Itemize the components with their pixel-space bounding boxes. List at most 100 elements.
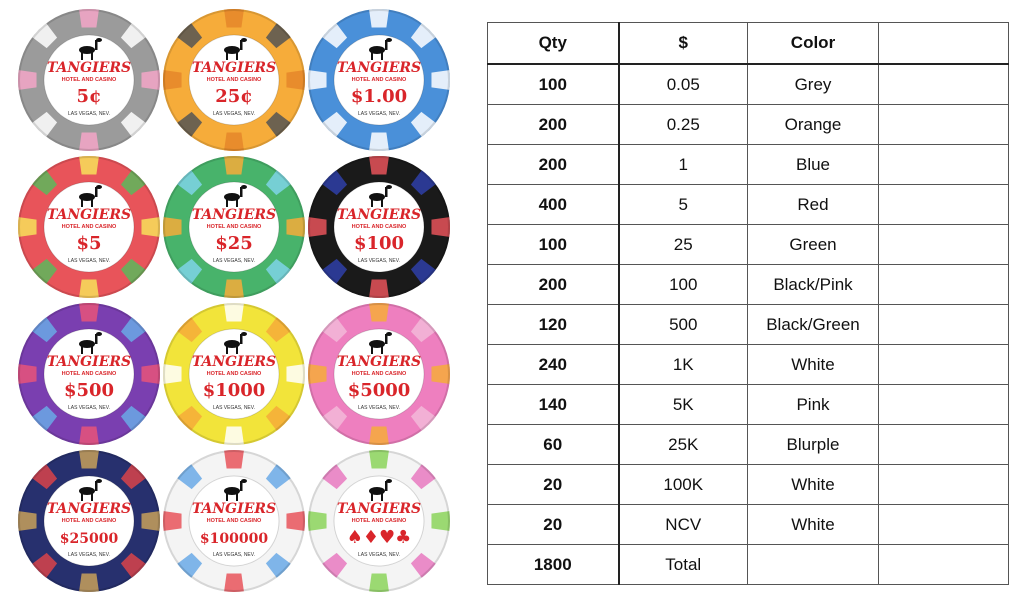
table-header-row: Qty $ Color xyxy=(487,22,1009,65)
cell-blank xyxy=(878,224,1009,265)
table-body: 100 0.05 Grey 200 0.25 Orange 200 1 Blue 400 5 Red 1… xyxy=(487,63,1009,585)
table-row: 100 0.05 Grey xyxy=(487,63,1009,105)
table-row: 1800 Total xyxy=(487,544,1009,585)
chip-brand: TANGIERS xyxy=(192,354,276,370)
chip-table-container: Qty $ Color 100 0.05 Grey 200 0.25 Orange 200 1… xyxy=(487,22,1009,585)
cell-color: Black/Green xyxy=(747,304,879,345)
cell-value: 500 xyxy=(618,304,748,345)
chip-tagline: HOTEL AND CASINO xyxy=(207,371,262,377)
chip-tagline: HOTEL AND CASINO xyxy=(62,518,117,524)
cell-color: White xyxy=(747,344,879,385)
chip-brand: TANGIERS xyxy=(47,207,131,223)
cell-color: Green xyxy=(747,224,879,265)
header-color: Color xyxy=(747,22,879,65)
cell-qty: 200 xyxy=(487,104,620,145)
chip-location: LAS VEGAS, NEV. xyxy=(358,405,400,411)
chip-location: LAS VEGAS, NEV. xyxy=(358,258,400,264)
chip-location: LAS VEGAS, NEV. xyxy=(213,111,255,117)
cell-qty: 100 xyxy=(487,63,620,105)
table-row: 200 100 Black/Pink xyxy=(487,264,1009,305)
cell-blank xyxy=(878,264,1009,305)
cell-color: White xyxy=(747,504,879,545)
cell-qty: 120 xyxy=(487,304,620,345)
table-row: 60 25K Blurple xyxy=(487,424,1009,465)
cell-blank xyxy=(878,384,1009,425)
cell-qty: 20 xyxy=(487,464,620,505)
chip-location: LAS VEGAS, NEV. xyxy=(68,405,110,411)
chip-tagline: HOTEL AND CASINO xyxy=(207,224,262,230)
cell-value: 1K xyxy=(618,344,748,385)
chip-denomination: $100000 xyxy=(200,531,268,547)
cell-qty: 100 xyxy=(487,224,620,265)
chip-brand: TANGIERS xyxy=(192,60,276,76)
header-blank xyxy=(878,22,1009,65)
cell-color: Pink xyxy=(747,384,879,425)
chip-tagline: HOTEL AND CASINO xyxy=(352,518,407,524)
table-row: 140 5K Pink xyxy=(487,384,1009,425)
cell-value: 5K xyxy=(618,384,748,425)
chip-grid: TANGIERS HOTEL AND CASINO 5¢ LAS VEGAS, NEV… xyxy=(14,8,464,592)
cell-value: NCV xyxy=(618,504,748,545)
cell-blank xyxy=(878,504,1009,545)
cell-qty: 400 xyxy=(487,184,620,225)
chip-tagline: HOTEL AND CASINO xyxy=(352,224,407,230)
cell-blank xyxy=(878,104,1009,145)
chip-denomination: 25¢ xyxy=(215,86,253,107)
chip-denomination: $100 xyxy=(354,233,404,254)
chip-brand: TANGIERS xyxy=(47,60,131,76)
table-row: 100 25 Green xyxy=(487,224,1009,265)
chip-denomination: $5 xyxy=(76,233,101,254)
cell-qty: 60 xyxy=(487,424,620,465)
chip-tagline: HOTEL AND CASINO xyxy=(62,77,117,83)
chip-location: LAS VEGAS, NEV. xyxy=(68,258,110,264)
camel-icon xyxy=(224,38,247,60)
chip-brand: TANGIERS xyxy=(192,501,276,517)
cell-value: 25 xyxy=(618,224,748,265)
chip-denomination: $5000 xyxy=(348,380,411,401)
chip-brand: TANGIERS xyxy=(337,60,421,76)
camel-icon xyxy=(224,185,247,207)
chip-denomination: $500 xyxy=(64,380,114,401)
camel-icon xyxy=(79,332,102,354)
cell-value: 5 xyxy=(618,184,748,225)
chip-brand: TANGIERS xyxy=(337,207,421,223)
cell-blank xyxy=(878,544,1009,585)
chip-denomination: $25000 xyxy=(60,531,119,547)
table-row: 200 0.25 Orange xyxy=(487,104,1009,145)
cell-qty: 140 xyxy=(487,384,620,425)
cell-color: Blurple xyxy=(747,424,879,465)
camel-icon xyxy=(224,332,247,354)
cell-qty: 200 xyxy=(487,264,620,305)
table-row: 20 NCV White xyxy=(487,504,1009,545)
cell-color: Black/Pink xyxy=(747,264,879,305)
table-row: 240 1K White xyxy=(487,344,1009,385)
cell-qty: 200 xyxy=(487,144,620,185)
chip-denomination: $1.00 xyxy=(351,86,407,107)
cell-blank xyxy=(878,464,1009,505)
chip-table: Qty $ Color 100 0.05 Grey 200 0.25 Orange 200 1… xyxy=(487,22,1009,585)
cell-value: 1 xyxy=(618,144,748,185)
chip-brand: TANGIERS xyxy=(47,354,131,370)
cell-blank xyxy=(878,304,1009,345)
cell-value: 25K xyxy=(618,424,748,465)
cell-value: 100K xyxy=(618,464,748,505)
cell-color xyxy=(747,544,879,585)
chip-location: LAS VEGAS, NEV. xyxy=(213,405,255,411)
table-row: 400 5 Red xyxy=(487,184,1009,225)
chip-tagline: HOTEL AND CASINO xyxy=(207,518,262,524)
cell-qty: 240 xyxy=(487,344,620,385)
chip-tagline: HOTEL AND CASINO xyxy=(207,77,262,83)
camel-icon xyxy=(224,479,247,501)
cell-qty: 20 xyxy=(487,504,620,545)
chip-brand: TANGIERS xyxy=(47,501,131,517)
cell-color: Red xyxy=(747,184,879,225)
camel-icon xyxy=(369,38,392,60)
chip-tagline: HOTEL AND CASINO xyxy=(62,224,117,230)
